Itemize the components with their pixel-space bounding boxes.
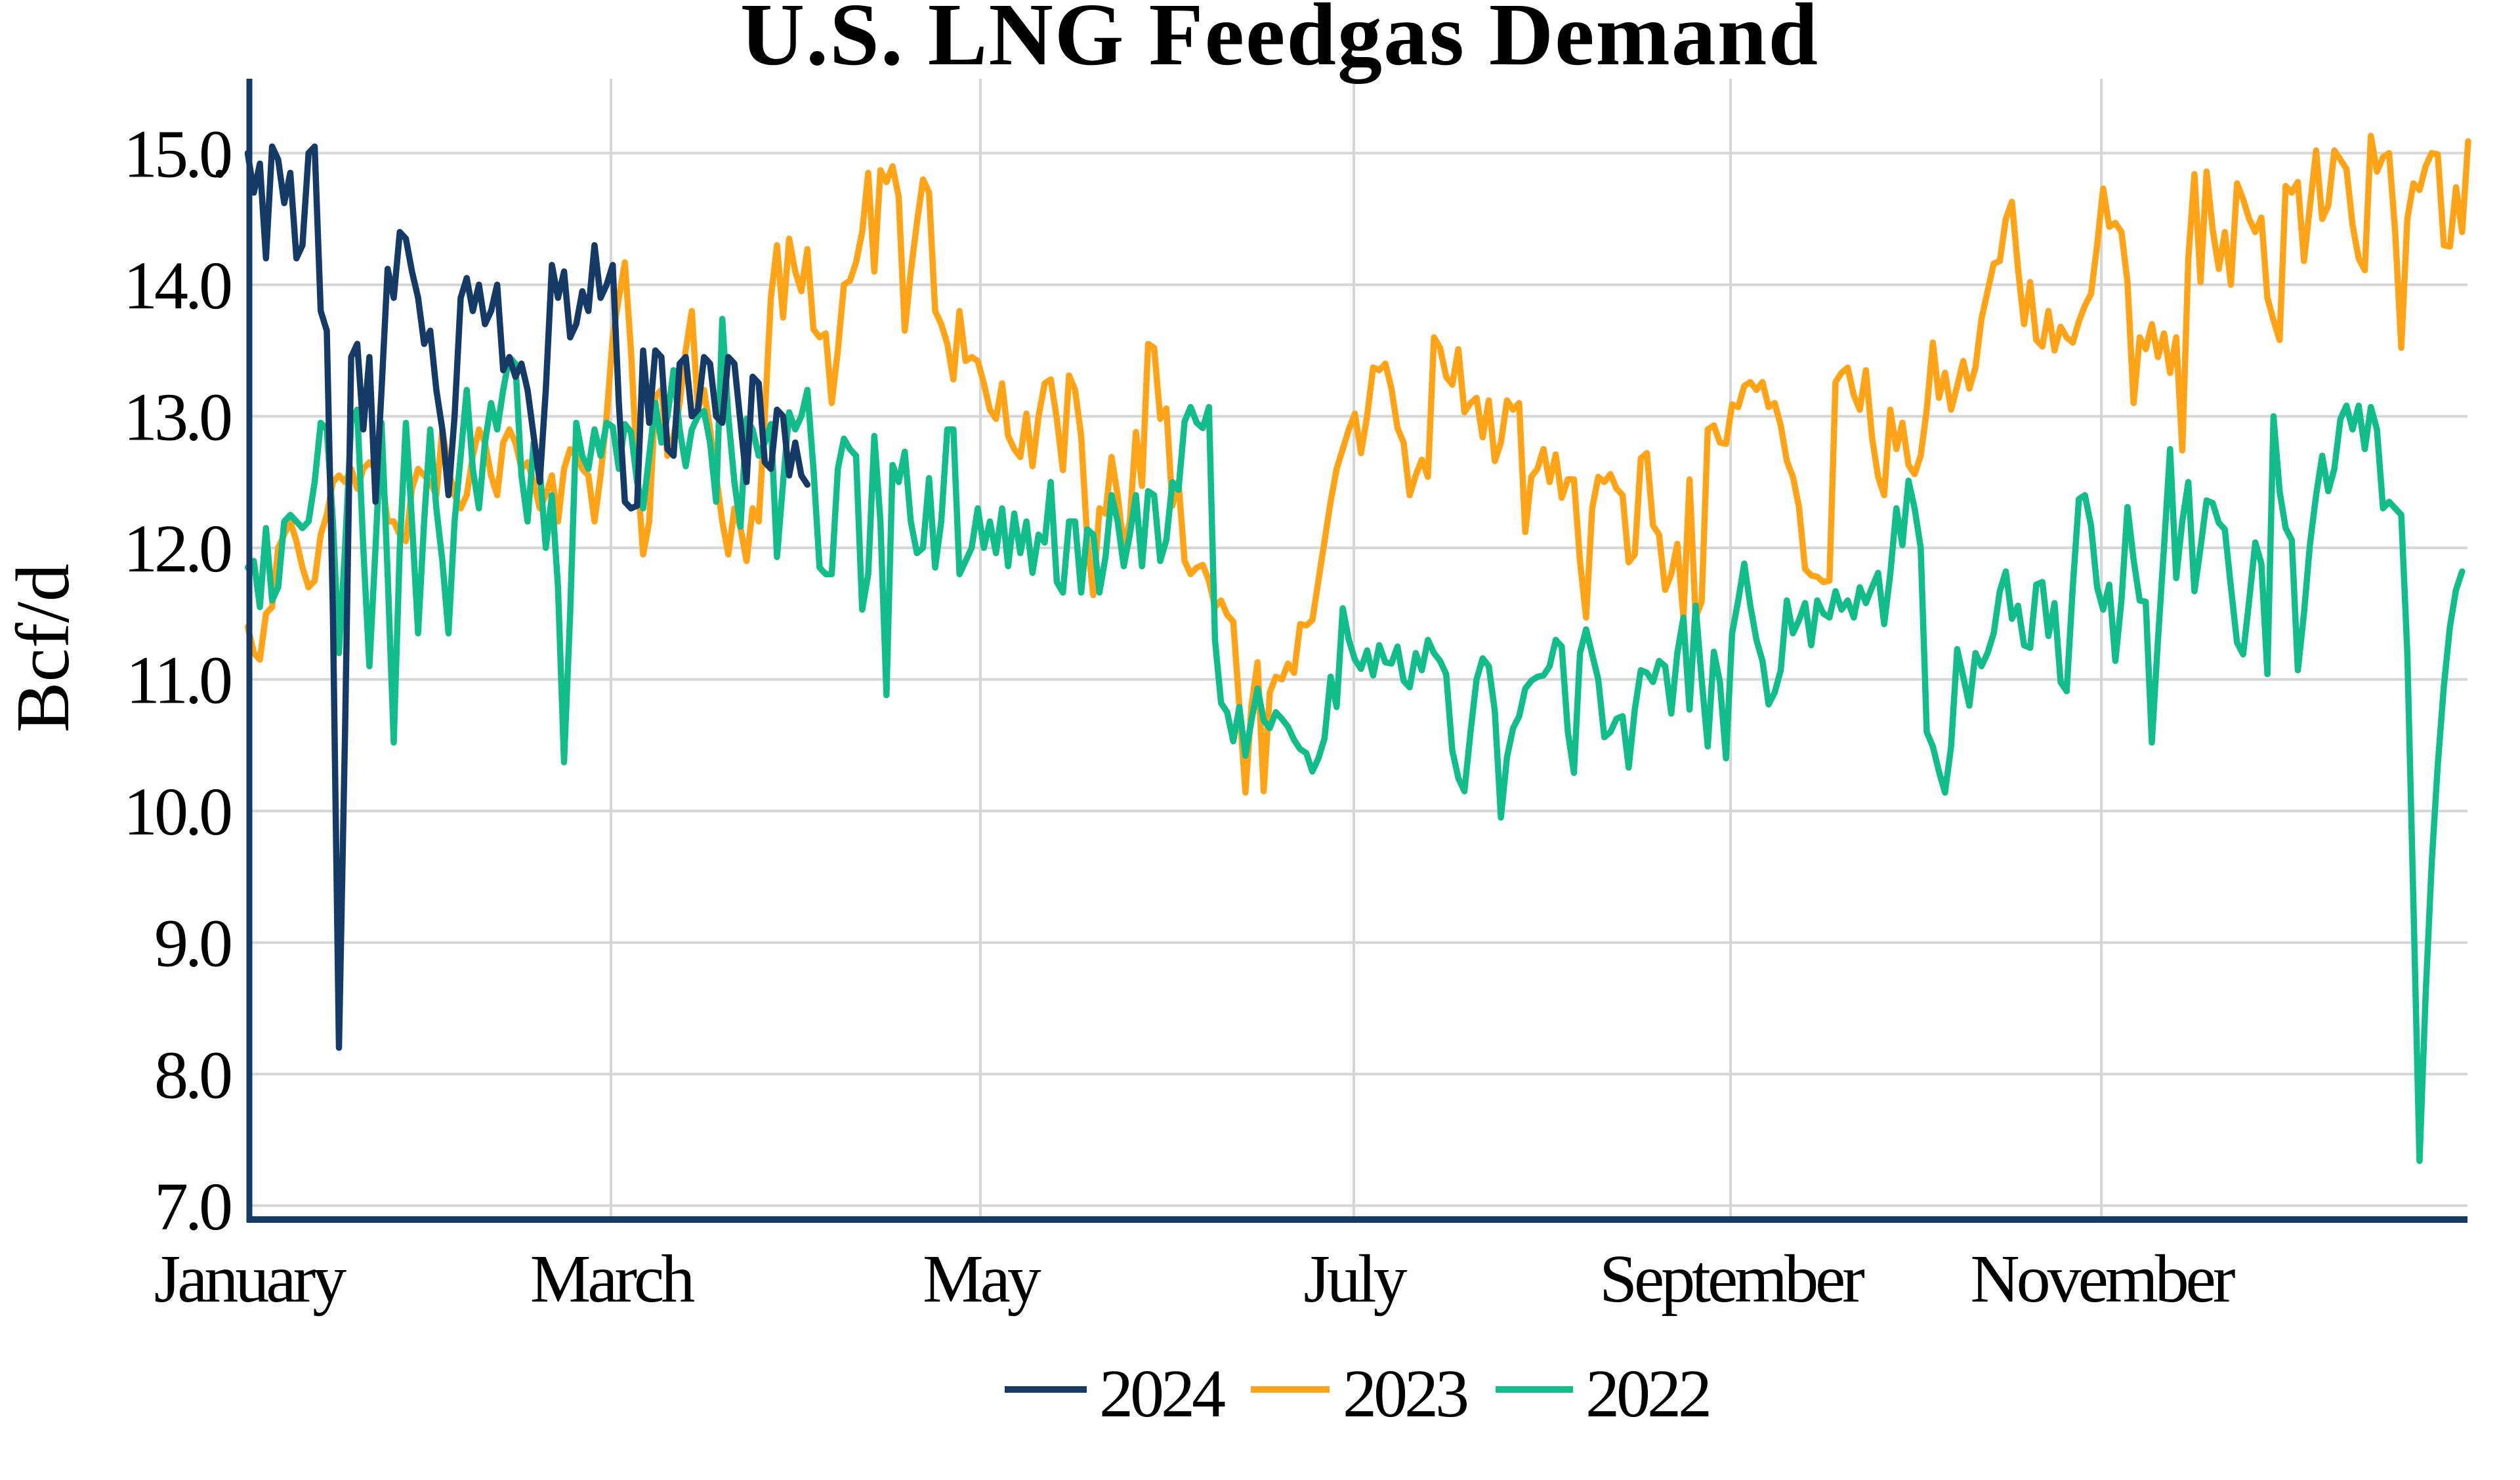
svg-text:12.0: 12.0 bbox=[123, 511, 231, 586]
svg-text:.: . bbox=[211, 116, 228, 192]
svg-text:9.0: 9.0 bbox=[154, 906, 231, 981]
svg-text:15.0: 15.0 bbox=[123, 116, 231, 192]
svg-text:7.0: 7.0 bbox=[154, 1169, 231, 1244]
svg-text:May: May bbox=[923, 1241, 1041, 1317]
svg-text:10.0: 10.0 bbox=[123, 774, 231, 850]
svg-text:U.S. LNG Feedgas Demand: U.S. LNG Feedgas Demand bbox=[740, 0, 1819, 84]
svg-text:13.0: 13.0 bbox=[123, 380, 231, 455]
svg-text:March: March bbox=[530, 1241, 694, 1317]
svg-text:8.0: 8.0 bbox=[154, 1037, 231, 1113]
svg-text:2023: 2023 bbox=[1343, 1356, 1467, 1431]
svg-text:14.0: 14.0 bbox=[123, 248, 231, 323]
svg-text:September: September bbox=[1599, 1241, 1864, 1317]
svg-text:2022: 2022 bbox=[1586, 1356, 1709, 1431]
svg-text:July: July bbox=[1303, 1241, 1407, 1317]
svg-text:January: January bbox=[154, 1241, 346, 1317]
svg-text:November: November bbox=[1971, 1241, 2235, 1317]
svg-text:11.0: 11.0 bbox=[126, 643, 231, 718]
svg-text:Bcf/d: Bcf/d bbox=[1, 564, 85, 733]
svg-text:2024: 2024 bbox=[1099, 1356, 1225, 1431]
